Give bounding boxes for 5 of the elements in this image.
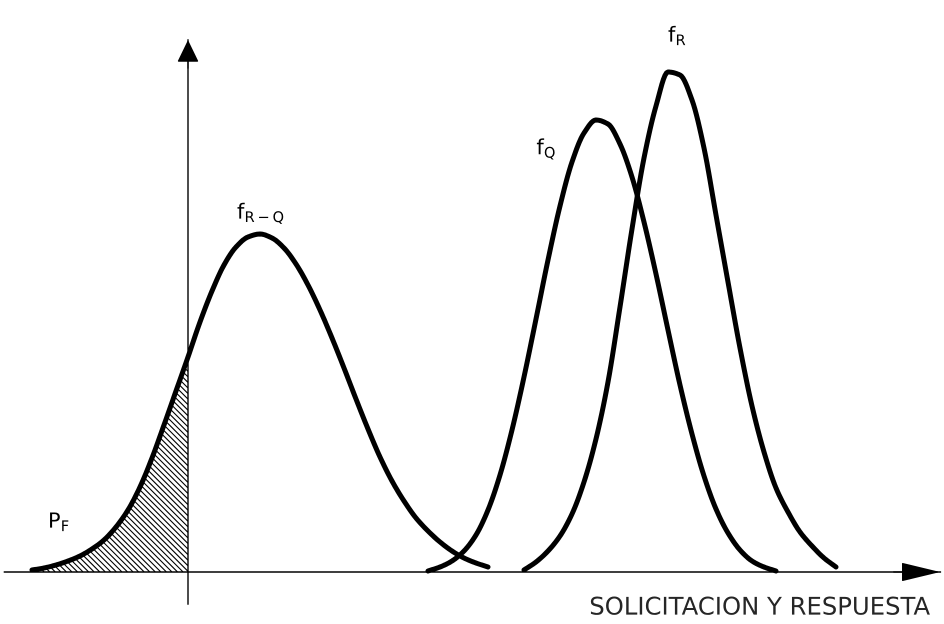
x-axis-title: SOLICITACION Y RESPUESTA — [590, 596, 930, 615]
series-label: P$_{F}$ — [50, 512, 68, 532]
series-label: f$_{R−Q}$ — [237, 202, 284, 224]
series-label: f$_{Q}$ — [536, 138, 555, 160]
series-label: f$_{R}$ — [668, 26, 686, 46]
